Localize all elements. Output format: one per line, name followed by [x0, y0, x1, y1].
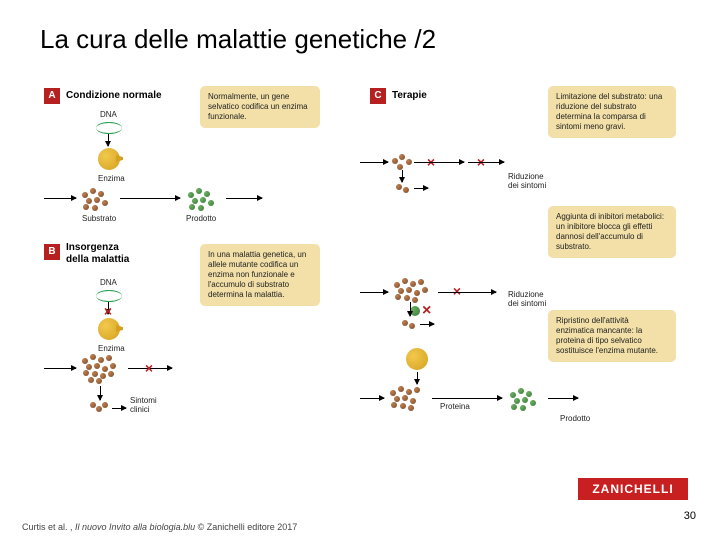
desc-normal: Normalmente, un gene selvatico codifica …	[200, 86, 320, 128]
label-riduzione-t2: Riduzione dei sintomi	[508, 290, 546, 308]
arrow-t3-in	[360, 398, 384, 399]
arrow-t1-in	[360, 162, 388, 163]
inhibitor-cross: ×	[422, 302, 431, 320]
label-substrato-a: Substrato	[82, 214, 116, 223]
xmark-mid-b: ×	[142, 361, 156, 375]
arrow-dna-enzyme-a	[108, 134, 109, 146]
label-prodotto-a: Prodotto	[186, 214, 216, 223]
credit-line: Curtis et al. , Il nuovo Invito alla bio…	[22, 522, 297, 532]
arrow-t2-down	[410, 302, 411, 316]
panel-b-l2: della malattia	[66, 254, 129, 265]
panel-label-b: Insorgenza della malattia	[66, 242, 129, 266]
arrow-t1-out	[468, 162, 504, 163]
label-dna-b: DNA	[100, 278, 117, 287]
arrow-mid-a	[120, 198, 180, 199]
product-cluster-a	[186, 188, 222, 212]
label-sintomi-b: Sintomi clinici	[130, 396, 157, 414]
substrate-cluster-a	[80, 188, 116, 212]
label-riduzione-t1: Riduzione dei sintomi	[508, 172, 546, 190]
arrow-out-a	[226, 198, 262, 199]
label-enzima-b: Enzima	[98, 344, 125, 353]
arrow-symptoms-b	[100, 386, 101, 400]
label-dna-a: DNA	[100, 110, 117, 119]
dna-icon-b	[96, 290, 122, 300]
panel-tag-a: A	[44, 88, 60, 104]
panel-tag-c: C	[370, 88, 386, 104]
substrate-cluster-b	[80, 354, 124, 384]
publisher-logo: ZANICHELLI	[578, 478, 688, 500]
enzyme-icon-a	[98, 148, 120, 170]
arrow-protein-down	[417, 372, 418, 384]
rid-t1-l1: Riduzione	[508, 172, 544, 181]
label-enzima-a: Enzima	[98, 174, 125, 183]
label-prodotto-t3: Prodotto	[560, 414, 590, 423]
arrow-symptoms-h	[112, 408, 126, 409]
sintomi-l2: clinici	[130, 405, 150, 414]
arrow-t3-out	[548, 398, 578, 399]
page-title: La cura delle malattie genetiche /2	[40, 24, 436, 55]
rid-t2-l2: dei sintomi	[508, 299, 546, 308]
rid-t2-l1: Riduzione	[508, 290, 544, 299]
arrow-in-a	[44, 198, 76, 199]
dna-icon-a	[96, 122, 122, 132]
substrate-t3	[388, 386, 428, 412]
arrow-t2-s	[420, 324, 434, 325]
arrow-t2-in	[360, 292, 388, 293]
desc-therapy2: Aggiunta di inibitori metabolici: un ini…	[548, 206, 676, 258]
arrow-t1-mid	[414, 162, 464, 163]
xmark-t2: ×	[450, 284, 464, 298]
credit-pre: Curtis et al. ,	[22, 522, 75, 532]
sintomi-l1: Sintomi	[130, 396, 157, 405]
panel-b-l1: Insorgenza	[66, 242, 119, 253]
credit-post: © Zanichelli editore 2017	[195, 522, 297, 532]
arrow-in-b	[44, 368, 76, 369]
panel-tag-b: B	[44, 244, 60, 260]
page-number: 30	[684, 510, 696, 522]
desc-therapy1: Limitazione del substrato: una riduzione…	[548, 86, 676, 138]
desc-disease: In una malattia genetica, un allele muta…	[200, 244, 320, 306]
panel-label-a: Condizione normale	[66, 90, 162, 102]
product-t3	[508, 388, 544, 412]
credit-ital: Il nuovo Invito alla biologia.blu	[75, 522, 195, 532]
panel-label-c: Terapie	[392, 90, 427, 102]
label-proteina: Proteina	[440, 402, 470, 411]
desc-therapy3: Ripristino dell'attività enzimatica manc…	[548, 310, 676, 362]
arrow-t3-mid	[432, 398, 502, 399]
rid-t1-l2: dei sintomi	[508, 181, 546, 190]
arrow-t2-mid	[438, 292, 496, 293]
enzyme-icon-b	[98, 318, 120, 340]
arrow-t1-down	[402, 170, 403, 182]
xmark-arrow-b: ×	[101, 304, 115, 318]
arrow-t1-s	[414, 188, 428, 189]
protein-icon	[406, 348, 428, 370]
